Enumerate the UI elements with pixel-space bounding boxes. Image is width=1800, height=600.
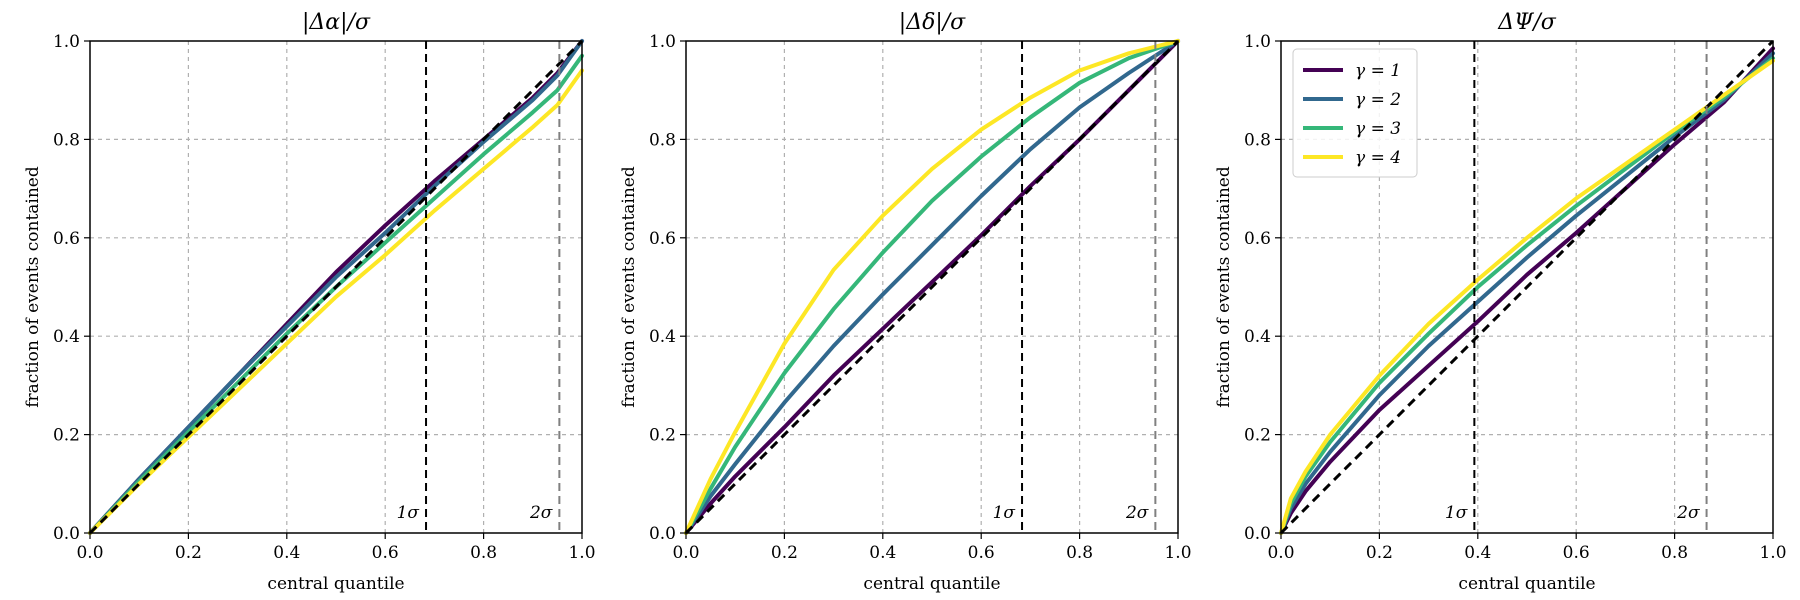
y-tick-label: 1.0	[649, 32, 676, 52]
x-tick-label: 0.6	[1563, 543, 1590, 563]
y-axis-label: fraction of events contained	[1214, 166, 1234, 408]
series-line-gamma-4	[1279, 58, 1775, 535]
chart-title: |Δδ|/σ	[899, 10, 966, 35]
x-tick-label: 0.8	[470, 543, 497, 563]
y-tick-label: 0.2	[53, 426, 80, 446]
x-tick-label: 1.0	[1759, 543, 1786, 563]
reference-diagonal-line	[88, 39, 584, 535]
y-tick-label: 0.6	[53, 229, 80, 249]
reference-diagonal-line	[684, 39, 1180, 535]
x-tick-label: 1.0	[1164, 543, 1191, 563]
series-line-gamma-3	[684, 39, 1180, 535]
y-tick-label: 0.2	[1244, 426, 1271, 446]
x-tick-label: 0.4	[869, 543, 896, 563]
y-tick-label: 0.6	[1244, 229, 1271, 249]
x-tick-label: 0.2	[1366, 543, 1393, 563]
y-tick-label: 0.4	[53, 327, 80, 347]
x-tick-label: 0.2	[771, 543, 798, 563]
sigma-label-2: 2σ	[1125, 503, 1149, 523]
legend-label-gamma-2: γ = 2	[1355, 90, 1401, 110]
y-tick-label: 0.8	[649, 130, 676, 150]
x-axis-label: central quantile	[1458, 574, 1595, 594]
series-line-gamma-1	[684, 39, 1180, 535]
chart-title: ΔΨ/σ	[1497, 10, 1557, 35]
series-line-gamma-2	[88, 39, 584, 535]
y-tick-label: 0.8	[1244, 130, 1271, 150]
x-tick-label: 0.6	[968, 543, 995, 563]
y-tick-label: 0.4	[649, 327, 676, 347]
y-axis-label: fraction of events contained	[23, 166, 43, 408]
x-tick-label: 0.2	[175, 543, 202, 563]
y-tick-label: 0.6	[649, 229, 676, 249]
axes-frame	[1280, 40, 1774, 534]
x-tick-label: 0.4	[1464, 543, 1491, 563]
y-tick-label: 0.0	[1244, 524, 1271, 544]
x-tick-label: 0.8	[1066, 543, 1093, 563]
sigma-label-1: 1σ	[397, 503, 420, 523]
x-axis-label: central quantile	[863, 574, 1000, 594]
y-tick-label: 1.0	[53, 32, 80, 52]
chart-panel-3: 1σ 2σ 0.0 0.2 0.4 0.6 0.8 1.0 0.0 0.2 0.4 0.6 0.8 1.0…	[1214, 10, 1787, 594]
x-tick-label: 0.0	[76, 543, 103, 563]
chart-title: |Δα|/σ	[302, 10, 371, 35]
y-tick-label: 0.8	[53, 130, 80, 150]
legend-label-gamma-3: γ = 3	[1355, 119, 1401, 139]
sigma-label-2: 2σ	[1676, 503, 1700, 523]
legend-label-gamma-1: γ = 1	[1355, 61, 1401, 81]
sigma-label-1: 1σ	[1445, 503, 1468, 523]
axes-frame	[685, 40, 1179, 534]
x-tick-label: 1.0	[568, 543, 595, 563]
series-line-gamma-2	[1279, 51, 1775, 535]
legend: γ = 1 γ = 2 γ = 3 γ = 4	[1292, 48, 1418, 178]
axes-frame	[89, 40, 583, 534]
legend-box	[1292, 48, 1418, 178]
x-tick-label: 0.0	[1267, 543, 1294, 563]
x-axis-label: central quantile	[267, 574, 404, 594]
series-line-gamma-1	[1279, 46, 1775, 535]
legend-label-gamma-4: γ = 4	[1355, 148, 1401, 168]
x-tick-label: 0.0	[672, 543, 699, 563]
x-tick-label: 0.8	[1661, 543, 1688, 563]
series-line-gamma-3	[88, 53, 584, 535]
y-axis-label: fraction of events contained	[619, 166, 639, 408]
reference-diagonal-line	[1279, 39, 1775, 535]
chart-panel-1: 1σ 2σ 0.0 0.2 0.4 0.6 0.8 1.0 0.0 0.2 0.4 0.6 0.8 1.0…	[23, 10, 596, 594]
y-tick-label: 0.0	[649, 524, 676, 544]
sigma-label-1: 1σ	[993, 503, 1016, 523]
series-line-gamma-2	[684, 39, 1180, 535]
sigma-label-2: 2σ	[529, 503, 553, 523]
y-tick-label: 0.0	[53, 524, 80, 544]
x-tick-label: 0.4	[273, 543, 300, 563]
y-tick-label: 1.0	[1244, 32, 1271, 52]
chart-panel-2: 1σ 2σ 0.0 0.2 0.4 0.6 0.8 1.0 0.0 0.2 0.4 0.6 0.8 1.0…	[619, 10, 1192, 594]
x-tick-label: 0.6	[372, 543, 399, 563]
series-line-gamma-4	[684, 39, 1180, 535]
y-tick-label: 0.2	[649, 426, 676, 446]
y-tick-label: 0.4	[1244, 327, 1271, 347]
